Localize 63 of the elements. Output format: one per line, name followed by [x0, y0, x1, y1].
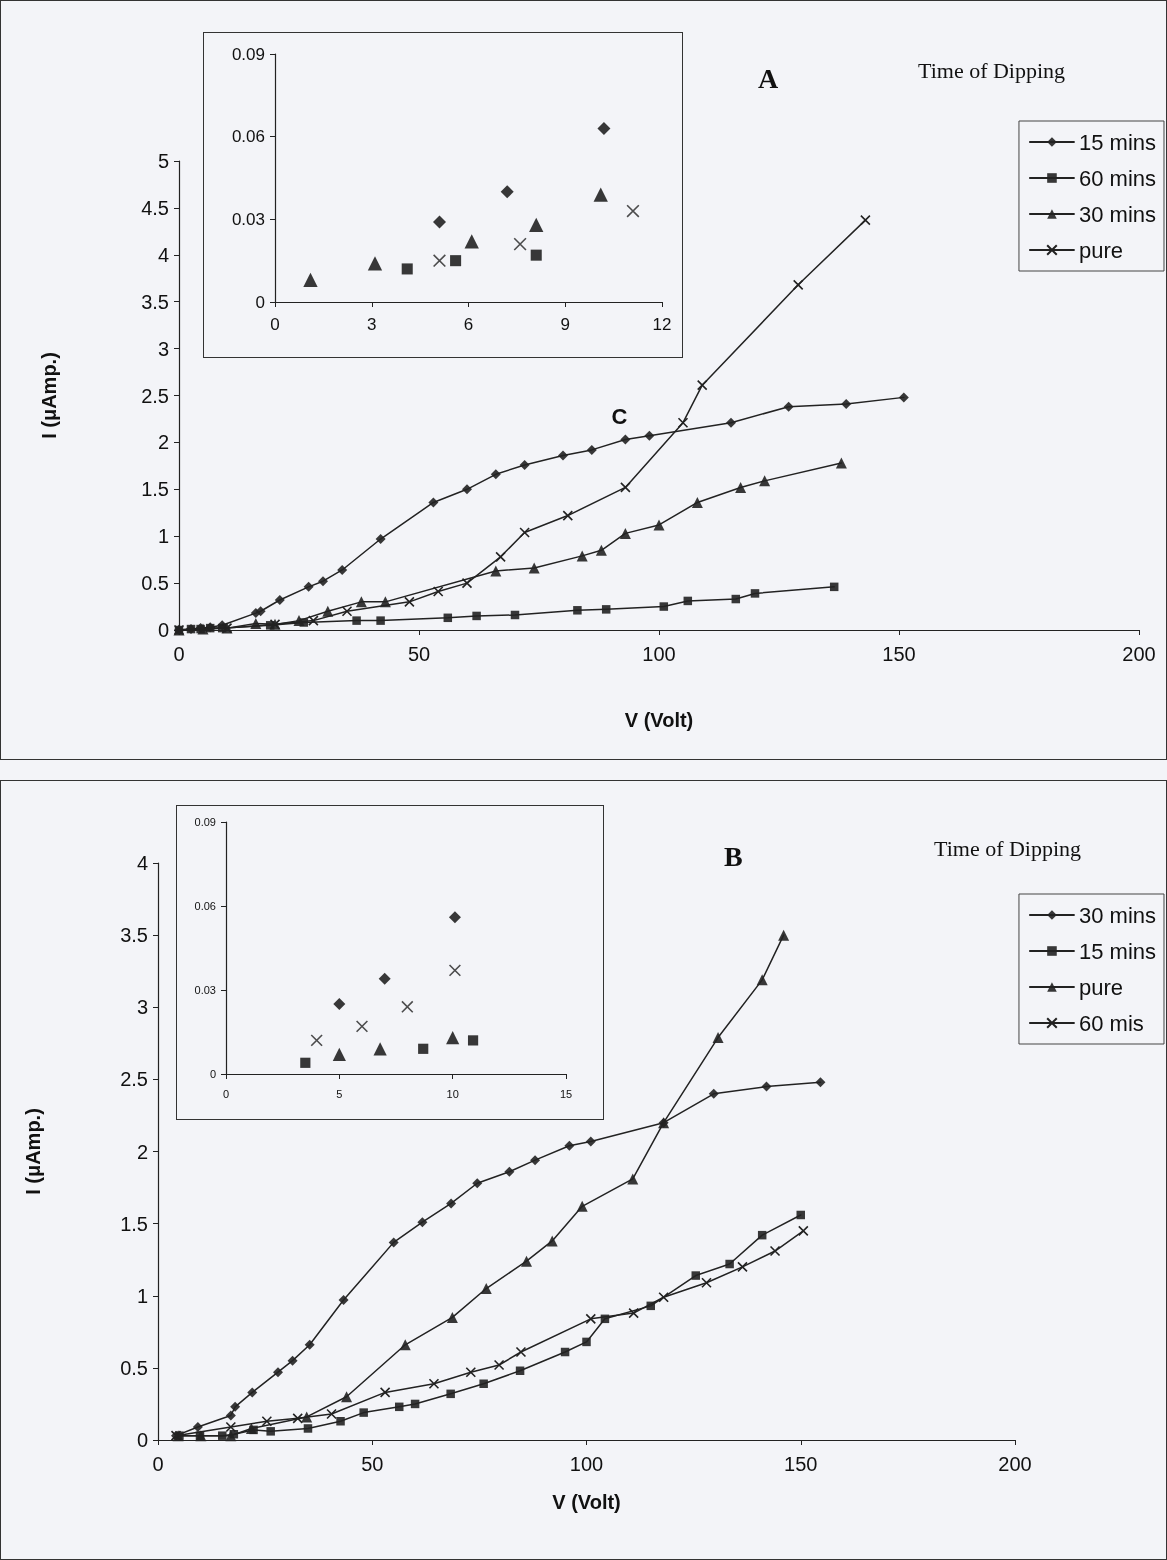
y-tick-label: 0.06 — [231, 127, 265, 147]
x-tick-label: 0 — [222, 1087, 230, 1100]
x-tick-label: 200 — [1122, 643, 1156, 665]
y-tick-label: 2 — [157, 431, 169, 454]
y-tick-label: 4 — [157, 243, 169, 266]
x-tick-label: 6 — [463, 315, 474, 334]
y-axis-title: I (μAmp.) — [22, 1108, 44, 1195]
x-tick-label: 50 — [407, 643, 431, 665]
y-tick-label: 1 — [136, 1284, 148, 1307]
x-tick-label: 200 — [998, 1453, 1032, 1475]
y-tick-label: 0 — [255, 292, 265, 312]
chart-title: A — [758, 62, 779, 94]
x-tick-label: 50 — [361, 1453, 384, 1475]
x-axis-title: V (Volt) — [624, 709, 694, 731]
legend-label: 15 mins — [1078, 938, 1157, 964]
y-tick-label: 0.06 — [194, 900, 216, 912]
y-tick-label: 4.5 — [141, 196, 169, 219]
y-tick-label: 0.09 — [231, 44, 265, 64]
y-tick-label: 3.5 — [120, 924, 148, 947]
legend-label: pure — [1078, 974, 1124, 1000]
y-tick-label: 0.03 — [231, 209, 265, 229]
y-tick-label: 0.03 — [194, 984, 216, 996]
x-tick-label: 0 — [173, 643, 185, 665]
y-tick-label: 1.5 — [120, 1212, 148, 1235]
x-tick-label: 10 — [446, 1087, 459, 1100]
chart-title: B — [724, 840, 743, 872]
legend-title: Time of Dipping — [918, 57, 1066, 83]
legend-label: 30 mins — [1078, 201, 1157, 227]
legend-label: pure — [1078, 237, 1124, 263]
x-tick-label: 9 — [560, 315, 570, 334]
y-tick-label: 0.5 — [141, 572, 169, 595]
x-tick-label: 5 — [336, 1087, 343, 1100]
y-tick-label: 2 — [136, 1140, 148, 1163]
x-tick-label: 100 — [569, 1453, 604, 1475]
x-axis-title: V (Volt) — [552, 1491, 621, 1513]
annotation: C — [611, 404, 628, 430]
x-tick-label: 12 — [652, 315, 672, 334]
x-tick-label: 100 — [642, 643, 676, 665]
y-tick-label: 0.09 — [194, 816, 216, 828]
y-tick-label: 1 — [157, 525, 169, 548]
legend-label: 30 mins — [1078, 902, 1157, 928]
y-tick-label: 0.5 — [120, 1356, 148, 1379]
y-tick-label: 0 — [157, 619, 169, 641]
y-tick-label: 0 — [209, 1068, 216, 1080]
y-tick-label: 5 — [157, 150, 169, 172]
y-tick-label: 3 — [157, 337, 169, 360]
y-tick-label: 1.5 — [141, 478, 169, 501]
legend-label: 60 mis — [1078, 1010, 1144, 1036]
legend-label: 15 mins — [1078, 129, 1157, 155]
y-tick-label: 0 — [136, 1429, 148, 1451]
y-axis-title: I (μAmp.) — [38, 352, 60, 439]
y-tick-label: 2.5 — [141, 384, 169, 407]
legend-title: Time of Dipping — [934, 835, 1082, 861]
x-tick-label: 150 — [784, 1453, 818, 1475]
y-tick-label: 3 — [136, 996, 148, 1019]
x-tick-label: 15 — [559, 1087, 573, 1100]
y-tick-label: 3.5 — [141, 290, 169, 313]
x-tick-label: 150 — [882, 643, 916, 665]
y-tick-label: 4 — [136, 852, 148, 874]
x-tick-label: 0 — [270, 315, 280, 334]
y-tick-label: 2.5 — [120, 1068, 148, 1091]
legend-label: 60 mins — [1078, 165, 1157, 191]
x-tick-label: 3 — [367, 315, 377, 334]
